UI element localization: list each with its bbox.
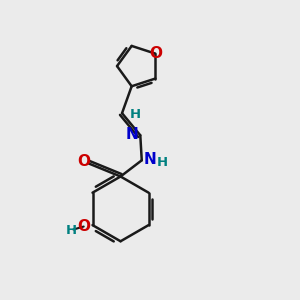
Text: O: O <box>77 154 90 169</box>
Text: N: N <box>126 127 138 142</box>
Text: H: H <box>130 108 141 121</box>
Text: H: H <box>66 224 77 237</box>
Text: N: N <box>144 152 156 167</box>
Text: O: O <box>149 46 162 61</box>
Text: O: O <box>77 219 90 234</box>
Text: H: H <box>157 156 168 169</box>
